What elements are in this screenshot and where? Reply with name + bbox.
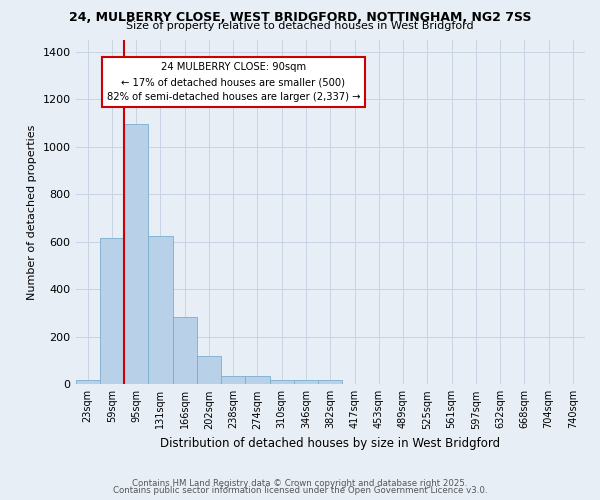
Y-axis label: Number of detached properties: Number of detached properties — [27, 124, 37, 300]
Bar — [269, 380, 294, 384]
Text: 24 MULBERRY CLOSE: 90sqm
← 17% of detached houses are smaller (500)
82% of semi-: 24 MULBERRY CLOSE: 90sqm ← 17% of detach… — [107, 62, 360, 102]
X-axis label: Distribution of detached houses by size in West Bridgford: Distribution of detached houses by size … — [160, 437, 500, 450]
Bar — [76, 380, 100, 384]
Bar — [148, 236, 173, 384]
Bar — [124, 124, 148, 384]
Bar — [100, 238, 124, 384]
Bar — [245, 376, 269, 384]
Text: Contains public sector information licensed under the Open Government Licence v3: Contains public sector information licen… — [113, 486, 487, 495]
Bar — [318, 380, 343, 384]
Bar — [173, 316, 197, 384]
Text: 24, MULBERRY CLOSE, WEST BRIDGFORD, NOTTINGHAM, NG2 7SS: 24, MULBERRY CLOSE, WEST BRIDGFORD, NOTT… — [69, 11, 531, 24]
Bar — [294, 380, 318, 384]
Bar — [197, 356, 221, 384]
Bar — [221, 376, 245, 384]
Text: Size of property relative to detached houses in West Bridgford: Size of property relative to detached ho… — [126, 21, 474, 31]
Text: Contains HM Land Registry data © Crown copyright and database right 2025.: Contains HM Land Registry data © Crown c… — [132, 478, 468, 488]
